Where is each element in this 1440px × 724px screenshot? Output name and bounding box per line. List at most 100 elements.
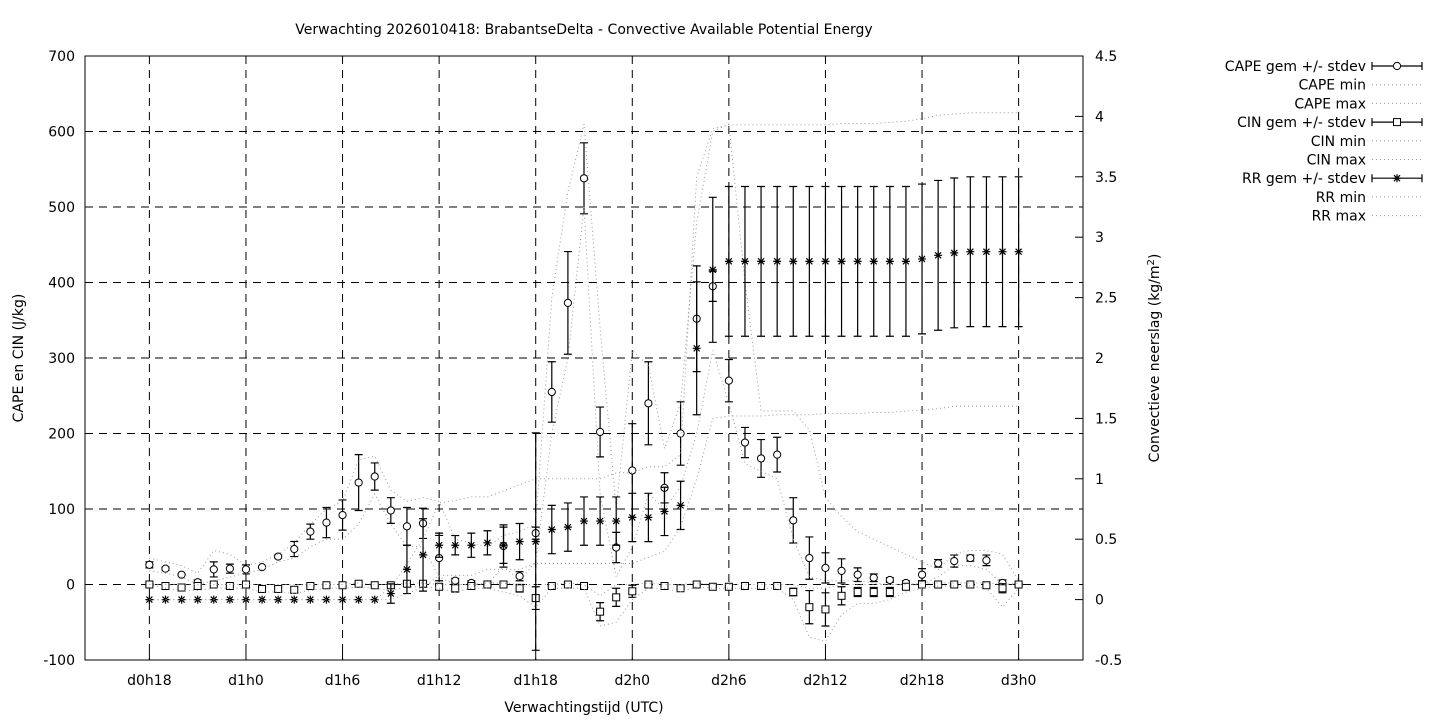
- data-point: [901, 257, 910, 266]
- data-point: [1014, 247, 1023, 256]
- data-point: [257, 563, 267, 572]
- x-tick-label: d2h12: [803, 673, 847, 689]
- data-point: [290, 544, 299, 554]
- y-tick-label: 200: [48, 427, 75, 443]
- data-point: [354, 478, 363, 487]
- data-point: [821, 605, 830, 614]
- data-point: [966, 580, 975, 589]
- data-point: [853, 588, 862, 597]
- legend-symbol: [1392, 61, 1402, 71]
- data-point: [579, 174, 589, 183]
- data-point: [402, 522, 412, 531]
- series-cin-gem-stdev: [145, 579, 1023, 627]
- data-point: [435, 582, 444, 591]
- data-point: [757, 582, 766, 591]
- data-point: [692, 580, 701, 589]
- data-point: [934, 580, 943, 589]
- x-axis-label: Verwachtingstijd (UTC): [504, 700, 663, 716]
- data-point: [515, 584, 524, 593]
- series-rr-gem-stdev: [145, 176, 1023, 651]
- data-point: [837, 566, 846, 576]
- data-point: [338, 581, 347, 590]
- data-point: [869, 257, 878, 266]
- data-point: [773, 582, 782, 591]
- data-point: [805, 257, 814, 266]
- data-point: [918, 580, 927, 589]
- series-line: [149, 123, 1020, 581]
- data-point: [757, 257, 766, 266]
- legend-symbol: [1393, 174, 1401, 183]
- data-point: [225, 564, 234, 573]
- y-axis-label: CAPE en CIN (J/kg): [11, 294, 27, 423]
- data-point: [837, 591, 846, 600]
- data-point: [805, 553, 814, 563]
- chart-title: Verwachting 2026010418: BrabantseDelta -…: [295, 22, 872, 38]
- legend-label: CAPE gem +/- stdev: [1225, 59, 1366, 75]
- y-tick-label: 700: [48, 49, 75, 65]
- data-point: [419, 550, 428, 559]
- data-point: [483, 580, 492, 589]
- data-point: [515, 537, 524, 546]
- data-point: [756, 454, 766, 463]
- y-tick-label: 300: [48, 351, 75, 367]
- data-point: [193, 582, 202, 591]
- legend-label: RR min: [1316, 190, 1366, 206]
- data-point: [209, 565, 218, 574]
- data-point: [789, 257, 798, 266]
- data-point: [370, 581, 379, 590]
- data-point: [966, 553, 975, 563]
- data-point: [290, 585, 299, 594]
- series-line: [149, 582, 1019, 597]
- y2-tick-label: 1: [1095, 472, 1104, 488]
- data-point: [917, 570, 927, 579]
- y2-tick-label: 3.5: [1095, 170, 1117, 186]
- data-point: [145, 595, 154, 604]
- data-point: [370, 595, 379, 604]
- data-point: [740, 257, 749, 266]
- data-point: [612, 593, 621, 602]
- data-point: [306, 527, 315, 536]
- x-tick-label: d2h0: [615, 673, 651, 689]
- data-point: [161, 582, 170, 591]
- data-point: [370, 472, 379, 481]
- data-point: [821, 563, 830, 572]
- data-point: [773, 257, 782, 266]
- data-point: [499, 580, 508, 589]
- data-point: [724, 582, 733, 591]
- data-point: [628, 513, 637, 522]
- data-point: [918, 254, 927, 263]
- y2-tick-label: -0.5: [1095, 653, 1122, 669]
- data-point: [596, 517, 605, 526]
- y-tick-label: 0: [66, 578, 75, 594]
- data-point: [177, 583, 186, 592]
- data-point: [805, 603, 814, 612]
- y2-tick-label: 4: [1095, 109, 1104, 125]
- data-point: [402, 565, 411, 574]
- data-point: [708, 582, 717, 591]
- data-point: [483, 538, 492, 547]
- x-tick-label: d2h6: [711, 673, 747, 689]
- series-line: [149, 112, 1019, 601]
- x-tick-label: d1h12: [417, 673, 461, 689]
- data-point: [435, 541, 444, 550]
- y2-tick-label: 0.5: [1095, 532, 1117, 548]
- data-point: [885, 257, 894, 266]
- data-point: [934, 251, 943, 260]
- data-point: [885, 575, 894, 585]
- data-point: [789, 516, 798, 525]
- data-point: [628, 466, 637, 475]
- legend: CAPE gem +/- stdev CAPE min CAPE max CIN ge…: [1225, 59, 1423, 225]
- data-point: [966, 247, 975, 256]
- data-point: [161, 564, 170, 573]
- data-point: [998, 584, 1007, 593]
- data-point: [515, 572, 524, 581]
- data-point: [338, 595, 347, 604]
- data-point: [708, 265, 717, 274]
- y-tick-label: 400: [48, 276, 75, 292]
- data-point: [1014, 580, 1023, 589]
- data-point: [644, 580, 653, 589]
- x-tick-label: d1h0: [228, 673, 264, 689]
- data-point: [612, 517, 621, 526]
- data-point: [837, 257, 846, 266]
